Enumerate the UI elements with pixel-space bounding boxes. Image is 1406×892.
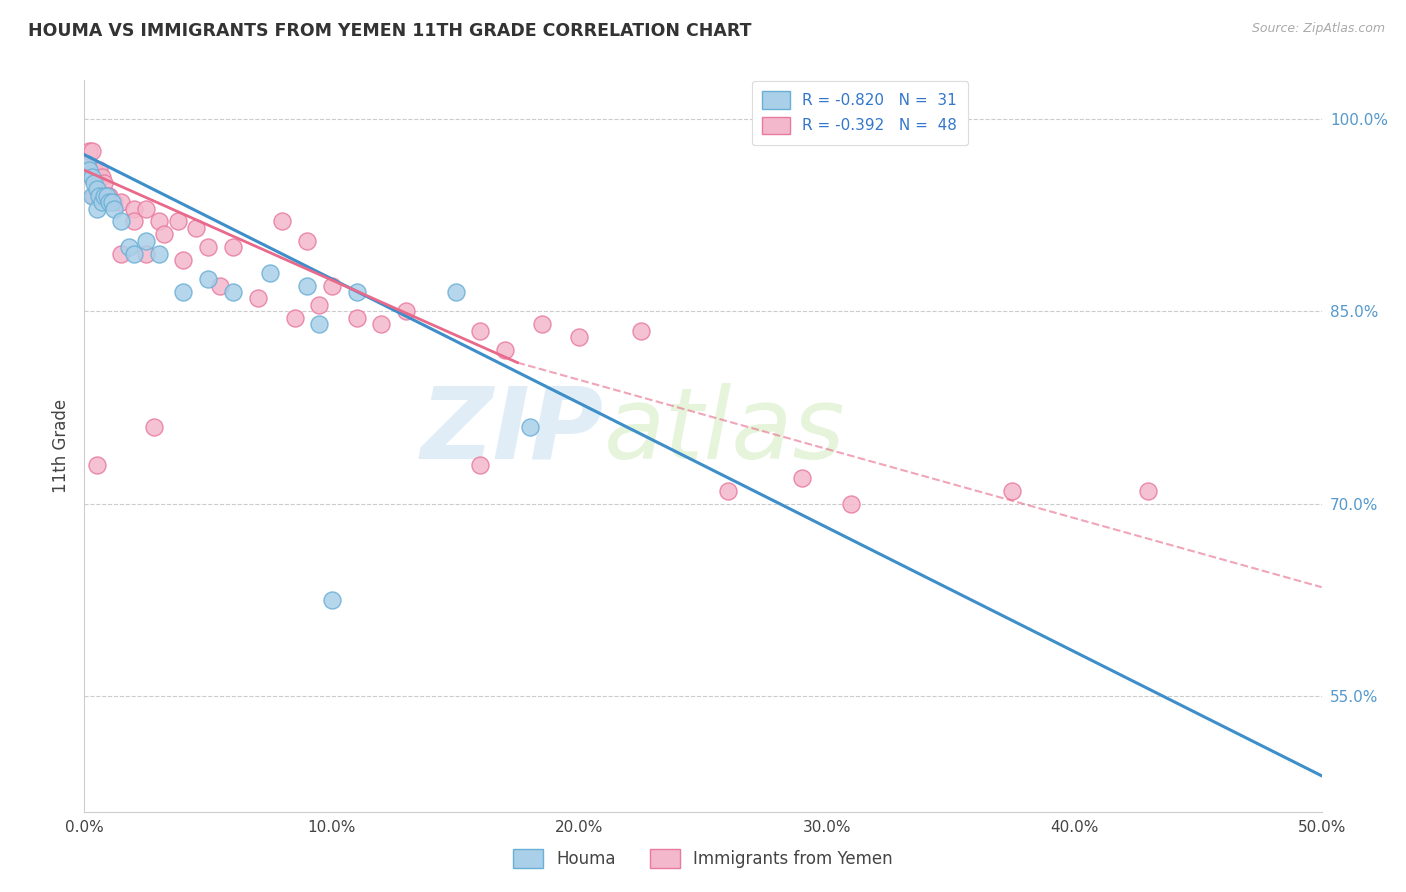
Point [135, 202, 157, 216]
Point [271, 214, 294, 228]
Point [103, 202, 125, 216]
Point [76, 157, 98, 171]
Point [308, 317, 330, 331]
Point [172, 285, 194, 299]
Point [1137, 483, 1160, 498]
Legend: Houma, Immigrants from Yemen: Houma, Immigrants from Yemen [506, 842, 900, 875]
Point [197, 240, 219, 254]
Point [790, 471, 813, 485]
Point [83, 188, 105, 202]
Point [89, 163, 111, 178]
Point [370, 317, 392, 331]
Point [79, 163, 101, 178]
Point [90, 169, 112, 184]
Point [103, 195, 125, 210]
Point [222, 240, 245, 254]
Point [470, 324, 492, 338]
Point [122, 202, 145, 216]
Point [135, 246, 157, 260]
Point [295, 234, 318, 248]
Text: atlas: atlas [605, 383, 845, 480]
Point [135, 234, 157, 248]
Point [209, 278, 232, 293]
Point [90, 195, 112, 210]
Point [519, 419, 541, 434]
Point [98, 188, 121, 202]
Point [98, 195, 121, 210]
Point [841, 497, 863, 511]
Point [110, 214, 132, 228]
Legend: R = -0.820   N =  31, R = -0.392   N =  48: R = -0.820 N = 31, R = -0.392 N = 48 [752, 80, 967, 145]
Point [346, 310, 368, 325]
Point [321, 278, 343, 293]
Point [470, 458, 492, 473]
Point [142, 419, 165, 434]
Point [197, 272, 219, 286]
Point [630, 324, 652, 338]
Point [308, 298, 330, 312]
Point [86, 176, 108, 190]
Text: HOUMA VS IMMIGRANTS FROM YEMEN 11TH GRADE CORRELATION CHART: HOUMA VS IMMIGRANTS FROM YEMEN 11TH GRAD… [28, 22, 752, 40]
Point [86, 458, 108, 473]
Point [118, 240, 141, 254]
Point [246, 292, 269, 306]
Point [444, 285, 467, 299]
Point [80, 169, 103, 184]
Point [346, 285, 368, 299]
Point [531, 317, 554, 331]
Text: ZIP: ZIP [420, 383, 605, 480]
Point [295, 278, 318, 293]
Point [717, 483, 740, 498]
Point [259, 266, 281, 280]
Point [395, 304, 418, 318]
Point [80, 188, 103, 202]
Point [76, 157, 98, 171]
Point [148, 246, 170, 260]
Point [89, 188, 111, 202]
Point [83, 176, 105, 190]
Point [93, 188, 115, 202]
Point [83, 163, 105, 178]
Point [172, 252, 194, 267]
Point [122, 246, 145, 260]
Point [152, 227, 174, 242]
Point [86, 202, 108, 216]
Point [122, 214, 145, 228]
Point [167, 214, 190, 228]
Point [96, 188, 118, 202]
Point [86, 182, 108, 196]
Point [80, 169, 103, 184]
Point [568, 330, 591, 344]
Point [321, 593, 343, 607]
Point [79, 144, 101, 158]
Point [110, 195, 132, 210]
Y-axis label: 11th Grade: 11th Grade [52, 399, 70, 493]
Text: Source: ZipAtlas.com: Source: ZipAtlas.com [1251, 22, 1385, 36]
Point [1001, 483, 1024, 498]
Point [222, 285, 245, 299]
Point [148, 214, 170, 228]
Point [184, 220, 207, 235]
Point [494, 343, 516, 357]
Point [100, 195, 122, 210]
Point [96, 188, 118, 202]
Point [284, 310, 307, 325]
Point [93, 176, 115, 190]
Point [80, 144, 103, 158]
Point [110, 246, 132, 260]
